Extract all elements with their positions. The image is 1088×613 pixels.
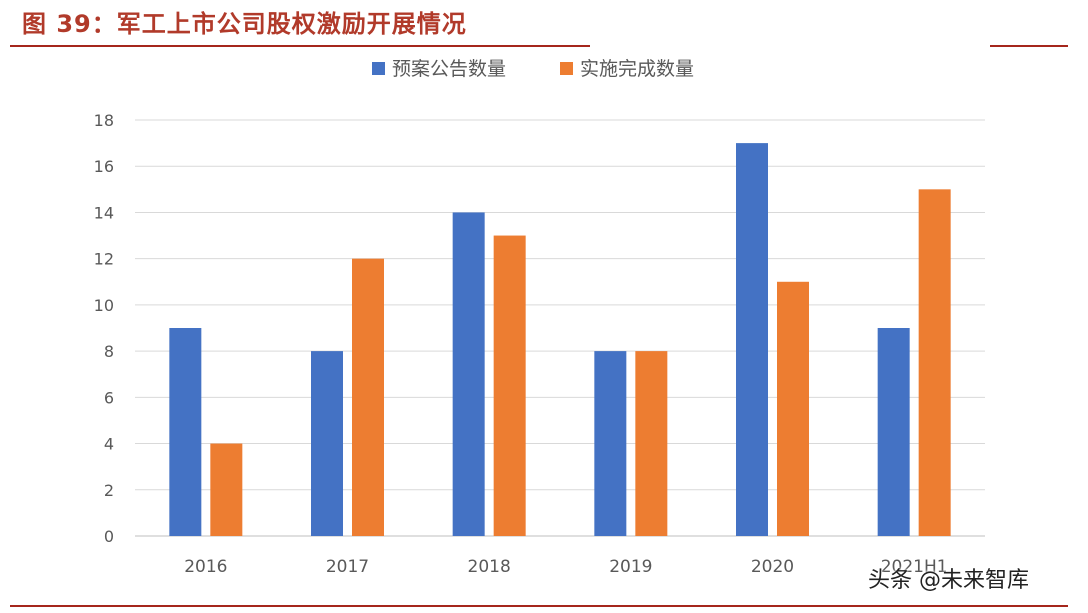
x-tick-label: 2018	[468, 557, 511, 577]
y-tick-label: 12	[94, 250, 114, 269]
legend-swatch	[560, 62, 573, 75]
bar-announced-2017	[311, 351, 343, 536]
y-tick-label: 16	[94, 157, 114, 176]
watermark: 头条 @未来智库	[868, 568, 1029, 593]
bottom-rule	[10, 605, 1068, 607]
bar-completed-2020	[777, 281, 809, 536]
title-rule	[10, 45, 590, 47]
legend-swatch	[372, 62, 385, 75]
bar-completed-2018	[493, 235, 526, 537]
y-tick-label: 4	[104, 435, 114, 454]
bar-completed-2021H1	[918, 189, 951, 537]
x-tick-label: 2020	[751, 557, 794, 577]
title-rule-right	[990, 45, 1068, 47]
x-tick-label: 2016	[184, 557, 227, 577]
figure-title: 图 39：军工上市公司股权激励开展情况	[22, 10, 467, 38]
legend-label: 实施完成数量	[580, 58, 694, 80]
legend: 预案公告数量 实施完成数量	[372, 58, 694, 80]
y-axis-ticks: 0 2 4 6 8 10 12 14 16 18	[94, 111, 114, 546]
y-tick-label: 6	[104, 388, 114, 407]
bar-announced-2016	[169, 328, 202, 536]
y-tick-label: 8	[104, 342, 114, 361]
legend-label: 预案公告数量	[392, 58, 506, 80]
bar-completed-2019	[635, 351, 668, 536]
bar-announced-2021H1	[877, 328, 910, 536]
y-tick-label: 18	[94, 111, 114, 130]
bar-completed-2016	[210, 443, 243, 536]
bar-completed-2017	[352, 258, 384, 536]
x-tick-label: 2017	[326, 557, 369, 577]
bar-announced-2020	[736, 143, 768, 536]
grid-lines	[135, 119, 985, 537]
bar-announced-2018	[452, 212, 485, 536]
x-tick-label: 2019	[609, 557, 652, 577]
x-axis-ticks: 2016 2017 2018 2019 2020 2021H1	[184, 557, 947, 577]
y-tick-label: 10	[94, 296, 114, 315]
bars	[169, 143, 951, 537]
bar-announced-2019	[594, 351, 627, 536]
y-tick-label: 14	[94, 203, 114, 222]
y-tick-label: 0	[104, 527, 114, 546]
x-tick-label: 2021H1	[881, 557, 948, 577]
y-tick-label: 2	[104, 481, 114, 500]
